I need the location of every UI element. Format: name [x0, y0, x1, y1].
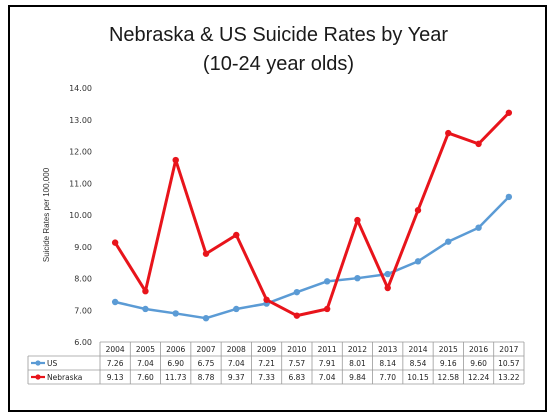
nebraska-point: [354, 216, 361, 224]
chart-subtitle: (10-24 year olds): [202, 53, 355, 75]
us-legend-marker: [35, 360, 41, 366]
us-value-label: 8.14: [379, 359, 396, 368]
x-tick-label: 2015: [439, 345, 458, 354]
y-tick-label: 6.00: [74, 338, 92, 347]
nebraska-point: [384, 284, 391, 292]
nebraska-point: [445, 129, 452, 137]
us-point: [505, 193, 513, 201]
us-value-label: 7.91: [319, 359, 336, 368]
x-tick-label: 2012: [348, 345, 367, 354]
nebraska-legend-marker: [35, 374, 41, 380]
nebraska-value-label: 11.73: [165, 373, 187, 382]
nebraska-point: [202, 250, 210, 257]
y-tick-label: 14.00: [69, 84, 92, 93]
us-value-label: 7.21: [258, 359, 275, 368]
us-value-label: 7.04: [228, 359, 245, 368]
y-axis-label: Suicide Rates per 100,000: [42, 167, 51, 262]
us-value-label: 9.60: [470, 359, 487, 368]
x-tick-label: 2005: [136, 345, 155, 354]
y-tick-label: 13.00: [69, 116, 92, 125]
y-tick-label: 10.00: [69, 211, 92, 220]
nebraska-point: [233, 231, 240, 239]
x-tick-label: 2007: [196, 345, 215, 354]
nebraska-value-label: 7.33: [258, 373, 275, 382]
nebraska-point: [142, 288, 149, 295]
us-point: [142, 305, 149, 313]
us-legend-label: US: [47, 359, 57, 368]
us-point: [172, 310, 179, 317]
us-value-label: 7.04: [137, 359, 154, 368]
y-tick-label: 7.00: [74, 306, 92, 315]
us-value-label: 6.90: [167, 359, 184, 368]
us-point: [475, 224, 482, 231]
us-point: [445, 238, 452, 245]
us-value-label: 10.57: [498, 359, 520, 368]
us-value-label: 6.75: [198, 359, 215, 368]
x-tick-label: 2013: [378, 345, 397, 354]
x-tick-label: 2011: [318, 345, 337, 354]
nebraska-value-label: 9.84: [349, 373, 366, 382]
x-tick-label: 2008: [227, 345, 246, 354]
nebraska-value-label: 12.24: [468, 373, 490, 382]
x-tick-label: 2010: [287, 345, 306, 354]
nebraska-value-label: 8.78: [198, 373, 215, 382]
us-point: [354, 274, 361, 282]
nebraska-point: [111, 239, 119, 246]
nebraska-value-label: 7.04: [319, 373, 336, 382]
us-point: [293, 288, 301, 296]
x-tick-label: 2006: [166, 345, 185, 354]
nebraska-point: [505, 109, 513, 116]
nebraska-point: [475, 140, 482, 148]
nebraska-point: [414, 207, 422, 214]
us-point: [323, 278, 331, 285]
nebraska-point: [293, 312, 301, 319]
x-tick-label: 2014: [408, 345, 427, 354]
us-point: [384, 270, 391, 278]
x-tick-label: 2009: [257, 345, 276, 354]
y-tick-label: 11.00: [69, 179, 92, 188]
us-value-label: 7.26: [107, 359, 124, 368]
us-value-label: 9.16: [440, 359, 457, 368]
us-point: [111, 298, 119, 306]
us-point: [414, 258, 422, 265]
nebraska-legend-label: Nebraska: [47, 373, 82, 382]
nebraska-line: [113, 111, 510, 318]
nebraska-value-label: 12.58: [438, 373, 460, 382]
y-tick-label: 12.00: [69, 148, 92, 157]
nebraska-value-label: 13.22: [498, 373, 520, 382]
nebraska-value-label: 9.13: [107, 373, 124, 382]
nebraska-value-label: 7.70: [379, 373, 396, 382]
chart-frame: [8, 5, 547, 412]
y-tick-label: 9.00: [74, 243, 92, 252]
us-line: [114, 196, 510, 320]
nebraska-value-label: 10.15: [407, 373, 429, 382]
x-tick-label: 2017: [499, 345, 518, 354]
y-tick-label: 8.00: [74, 275, 92, 284]
x-tick-label: 2016: [469, 345, 488, 354]
us-point: [233, 305, 240, 313]
nebraska-point: [323, 305, 331, 313]
us-point: [202, 314, 210, 322]
chart-title: Nebraska & US Suicide Rates by Year: [108, 24, 449, 46]
nebraska-value-label: 9.37: [228, 373, 245, 382]
x-tick-label: 2004: [106, 345, 125, 354]
us-value-label: 7.57: [289, 359, 306, 368]
nebraska-value-label: 7.60: [137, 373, 154, 382]
nebraska-point: [172, 156, 179, 164]
us-value-label: 8.01: [349, 359, 366, 368]
nebraska-value-label: 6.83: [289, 373, 306, 382]
nebraska-point: [263, 296, 270, 303]
us-value-label: 8.54: [410, 359, 427, 368]
